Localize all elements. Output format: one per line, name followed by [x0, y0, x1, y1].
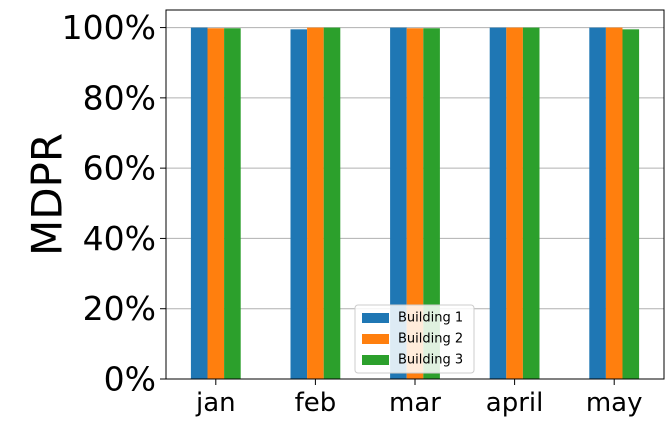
bar-building-1-mar: [390, 27, 407, 379]
bars: [190, 27, 640, 379]
x-tick-label: may: [586, 388, 643, 418]
legend: Building 1 Building 2 Building 3: [354, 304, 475, 374]
y-axis: 0% 20% 40% 60% 80% 100%: [62, 8, 166, 399]
x-tick-label: april: [486, 388, 544, 418]
y-tick-label: 0%: [104, 360, 156, 399]
y-tick-label: 80%: [83, 78, 156, 117]
bar-building-2-april: [506, 27, 523, 379]
bar-building-1-feb: [290, 29, 308, 379]
legend-label: Building 3: [398, 353, 463, 368]
legend-swatch: [362, 355, 389, 365]
bar-building-1-april: [489, 27, 507, 379]
legend-swatch: [362, 334, 389, 344]
bar-building-2-feb: [307, 27, 324, 379]
bar-building-3-feb: [323, 27, 341, 379]
bar-building-3-jan: [224, 28, 241, 379]
y-tick-label: 40%: [83, 219, 156, 258]
bar-building-3-may: [622, 29, 640, 379]
x-tick-label: jan: [195, 388, 236, 418]
y-tick-label: 20%: [83, 289, 156, 328]
bar-building-2-may: [605, 27, 623, 379]
bar-building-3-april: [522, 27, 540, 379]
legend-label: Building 2: [398, 332, 463, 347]
bar-building-1-may: [589, 27, 606, 379]
legend-swatch: [362, 313, 389, 323]
y-tick-label: 60%: [83, 149, 156, 188]
y-axis-label: MDPR: [23, 133, 72, 256]
bar-building-2-jan: [207, 28, 225, 379]
x-axis: jan feb mar april may: [195, 379, 643, 418]
bar-building-1-jan: [190, 27, 208, 379]
x-tick-label: mar: [389, 388, 441, 418]
x-tick-label: feb: [295, 388, 337, 418]
bar-building-3-mar: [423, 28, 440, 379]
legend-label: Building 1: [398, 311, 463, 326]
y-tick-label: 100%: [62, 8, 156, 47]
bar-building-2-mar: [406, 28, 424, 379]
